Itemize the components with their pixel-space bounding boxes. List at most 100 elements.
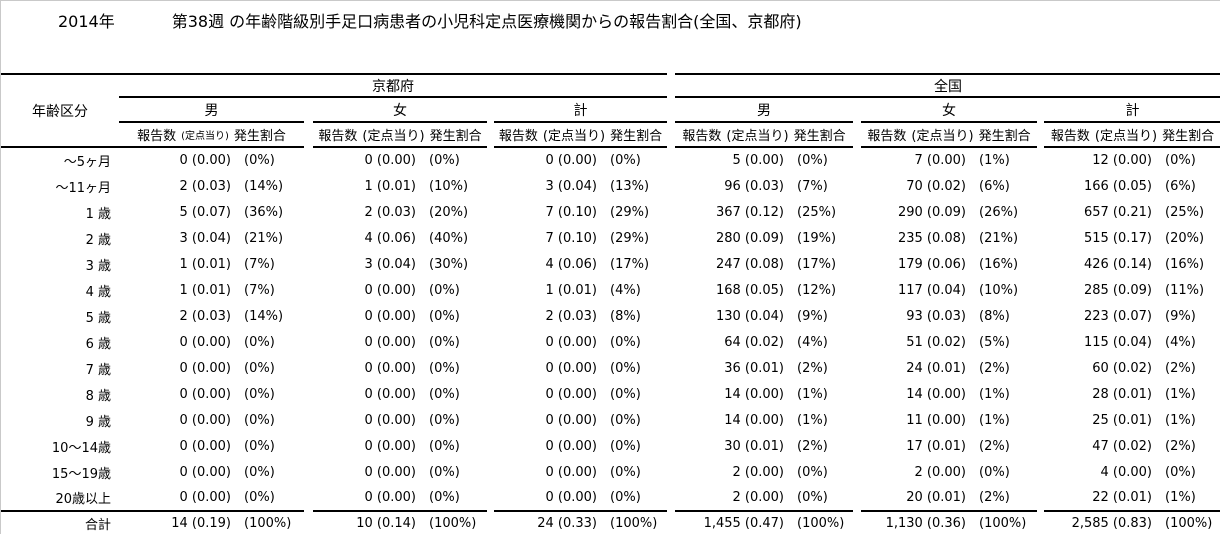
cell-zenkoku-female-rate: (2%) <box>979 438 1010 454</box>
cell-kyoto-male-rate: (14%) <box>244 178 284 194</box>
cell-zenkoku-total-rate: (100%) <box>1157 510 1220 534</box>
cell-kyoto-male-rate: (0%) <box>244 412 275 428</box>
age-label-cell: 4 歳 <box>85 284 111 300</box>
section-gap <box>667 433 675 459</box>
group-gap <box>1037 511 1044 534</box>
cell-kyoto-total-rate: (13%) <box>610 178 650 194</box>
age-label-cell: 9 歳 <box>85 414 111 430</box>
measures-header-inner: 報告数 (定点当り) 発生割合 <box>119 125 304 144</box>
cell-zenkoku-male-count: 168 (0.05) <box>715 282 784 298</box>
cell-kyoto-female-count: 0 (0.00) <box>364 386 417 402</box>
group-gap <box>487 329 494 355</box>
cell-kyoto-female-count: 2 (0.03) <box>364 204 417 220</box>
group-gap <box>304 97 313 122</box>
cell-zenkoku-female-count: 1,130 (0.36) <box>861 510 971 534</box>
section-gap <box>667 329 675 355</box>
age-label-cell: 8 歳 <box>85 388 111 404</box>
cell-kyoto-female-rate: (20%) <box>429 204 469 220</box>
cell-zenkoku-female-rate: (2%) <box>979 490 1010 505</box>
group-gap <box>304 199 313 225</box>
group-gap <box>487 511 494 534</box>
cell-kyoto-male-count: 14 (0.19) <box>119 510 236 534</box>
cell-zenkoku-male-count: 247 (0.08) <box>715 256 784 272</box>
group-gap <box>853 173 861 199</box>
group-gap <box>487 251 494 277</box>
section-gap <box>667 459 675 485</box>
cell-zenkoku-male-rate: (100%) <box>789 510 853 534</box>
cell-zenkoku-male-count: 2 (0.00) <box>732 464 785 480</box>
count-header-label: 報告数 <box>867 129 907 144</box>
group-gap <box>487 381 494 407</box>
cell-zenkoku-female-rate: (0%) <box>979 464 1010 480</box>
cell-kyoto-male-count: 1 (0.01) <box>179 282 232 298</box>
cell-kyoto-total-rate: (0%) <box>610 412 641 428</box>
cell-kyoto-female-count: 0 (0.00) <box>364 282 417 298</box>
cell-zenkoku-female-count: 117 (0.04) <box>897 282 966 298</box>
cell-zenkoku-male-count: 5 (0.00) <box>732 153 785 168</box>
cell-zenkoku-male-count: 36 (0.01) <box>724 360 784 376</box>
cell-zenkoku-female-rate: (10%) <box>979 282 1019 298</box>
age-label-cell: 1 歳 <box>85 206 111 222</box>
group-gap <box>853 303 861 329</box>
cell-zenkoku-male-rate: (12%) <box>797 282 837 298</box>
table-row: 4 歳 1 (0.01) (7%) 0 (0.00) (0%) 1 (0.01) (4%) 1… <box>1 277 1220 303</box>
cell-kyoto-total-count: 0 (0.00) <box>545 438 598 454</box>
cell-zenkoku-female-rate: (6%) <box>979 178 1010 194</box>
cell-zenkoku-total-rate: (20%) <box>1165 230 1205 246</box>
cell-zenkoku-total-rate: (1%) <box>1165 386 1196 402</box>
cell-zenkoku-total-rate: (1%) <box>1165 490 1196 505</box>
cell-kyoto-female-rate: (0%) <box>429 282 460 298</box>
cell-kyoto-male-rate: (0%) <box>244 464 275 480</box>
cell-zenkoku-male-rate: (4%) <box>797 334 828 350</box>
cell-zenkoku-female-rate: (2%) <box>979 360 1010 376</box>
measures-header-inner: 報告数 (定点当り) 発生割合 <box>494 125 667 144</box>
cell-kyoto-female-count: 0 (0.00) <box>364 464 417 480</box>
cell-zenkoku-total-count: 60 (0.02) <box>1092 360 1152 376</box>
per-sentinel-header-label: (定点当り) <box>181 131 229 142</box>
cell-kyoto-male-count: 0 (0.00) <box>179 438 232 454</box>
table-row: 1 歳 5 (0.07) (36%) 2 (0.03) (20%) 7 (0.10) (29… <box>1 199 1220 225</box>
cell-zenkoku-male-count: 2 (0.00) <box>732 490 785 505</box>
section-gap <box>667 355 675 381</box>
group-gap <box>487 407 494 433</box>
cell-zenkoku-male-count: 64 (0.02) <box>724 334 784 350</box>
rate-header-label: 発生割合 <box>610 129 663 144</box>
group-gap <box>853 511 861 534</box>
group-gap <box>1037 329 1044 355</box>
table-row: 20歳以上 0 (0.00) (0%) 0 (0.00) (0%) 0 (0.00) (0%… <box>1 485 1220 511</box>
cell-kyoto-male-rate: (7%) <box>244 256 275 272</box>
total-row: 合計 14 (0.19) (100%) 10 (0.14) (100%) 24 (0.33… <box>1 510 1220 534</box>
cell-zenkoku-male-rate: (0%) <box>797 464 828 480</box>
cell-kyoto-total-count: 0 (0.00) <box>545 490 598 505</box>
cell-kyoto-total-count: 7 (0.10) <box>545 230 598 246</box>
header-row-regions: 年齢区分 京都府 全国 <box>1 73 1220 148</box>
cell-kyoto-male-count: 0 (0.00) <box>179 334 232 350</box>
cell-zenkoku-male-rate: (1%) <box>797 386 828 402</box>
gender-header-kyoto-male: 男 <box>119 97 304 123</box>
group-gap <box>1037 147 1044 173</box>
group-gap <box>304 381 313 407</box>
cell-kyoto-female-count: 0 (0.00) <box>364 334 417 350</box>
cell-zenkoku-total-rate: (6%) <box>1165 178 1196 194</box>
group-gap <box>304 173 313 199</box>
cell-kyoto-female-count: 3 (0.04) <box>364 256 417 272</box>
cell-zenkoku-male-rate: (7%) <box>797 178 828 194</box>
per-sentinel-header-label: (定点当り) <box>726 129 789 144</box>
cell-kyoto-male-rate: (100%) <box>236 510 304 534</box>
cell-zenkoku-total-rate: (25%) <box>1165 204 1205 220</box>
section-gap <box>667 303 675 329</box>
group-gap <box>487 122 494 147</box>
cell-kyoto-male-count: 3 (0.04) <box>179 230 232 246</box>
rate-header-label: 発生割合 <box>978 129 1031 144</box>
rate-header-label: 発生割合 <box>429 129 482 144</box>
cell-zenkoku-female-rate: (1%) <box>979 386 1010 402</box>
group-gap <box>487 173 494 199</box>
group-gap <box>853 381 861 407</box>
cell-zenkoku-total-count: 22 (0.01) <box>1092 490 1152 505</box>
group-gap <box>1037 225 1044 251</box>
cell-kyoto-female-rate: (0%) <box>429 153 460 168</box>
cell-zenkoku-female-rate: (21%) <box>979 230 1019 246</box>
per-sentinel-header-label: (定点当り) <box>362 129 425 144</box>
measures-header-kyoto-total: 報告数 (定点当り) 発生割合 <box>494 122 667 148</box>
table-body: ～5ヶ月 0 (0.00) (0%) 0 (0.00) (0%) 0 (0.00) (0%)… <box>1 147 1220 534</box>
